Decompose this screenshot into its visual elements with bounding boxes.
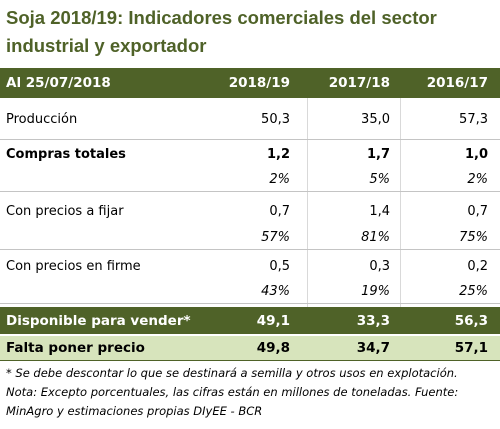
cell-share: 25%: [459, 284, 488, 299]
cell-share: 43%: [261, 284, 290, 299]
share-row: 43% 19% 25%: [0, 280, 500, 304]
cell-value: 1,0: [464, 146, 488, 162]
share-row: 57% 81% 75%: [0, 226, 500, 250]
row-label: Producción: [6, 112, 78, 127]
cell-value: 57,3: [459, 112, 488, 127]
row-label: Compras totales: [6, 146, 126, 162]
table-row: Con precios a fijar 0,7 1,4 0,7: [0, 196, 500, 226]
cell-value: 0,5: [269, 258, 290, 274]
cell-value: 57,1: [454, 340, 488, 356]
row-label: Falta poner precio: [6, 340, 145, 356]
cell-value: 49,8: [256, 340, 290, 356]
cell-value: 0,2: [467, 258, 488, 274]
cell-value: 1,4: [369, 203, 390, 219]
cell-value: 50,3: [261, 112, 290, 127]
header-row: Al 25/07/2018 2018/19 2017/18 2016/17: [0, 68, 500, 98]
cell-value: 56,3: [454, 312, 488, 329]
notes: * Se debe descontar lo que se destinará …: [6, 364, 496, 421]
cell-value: 0,3: [369, 258, 390, 274]
cell-value: 35,0: [361, 112, 390, 127]
table-row: Disponible para vender* 49,1 33,3 56,3: [0, 307, 500, 334]
header-cell: 2017/18: [328, 75, 390, 91]
row-label: Con precios en firme: [6, 258, 141, 274]
cell-share: 5%: [369, 172, 390, 187]
cell-value: 0,7: [269, 203, 290, 219]
note: Nota: Excepto porcentuales, las cifras e…: [6, 385, 459, 418]
table-row: Producción 50,3 35,0 57,3: [0, 100, 500, 140]
table-row: Falta poner precio 49,8 34,7 57,1: [0, 336, 500, 361]
cell-share: 2%: [269, 172, 290, 187]
column-separator: [400, 68, 401, 308]
cell-share: 2%: [467, 172, 488, 187]
cell-share: 75%: [459, 230, 488, 245]
row-label: Disponible para vender*: [6, 312, 191, 329]
share-row: 2% 5% 2%: [0, 168, 500, 192]
cell-share: 57%: [261, 230, 290, 245]
title: Soja 2018/19: Indicadores comerciales de…: [6, 7, 437, 56]
row-label: Con precios a fijar: [6, 203, 124, 219]
cell-share: 19%: [361, 284, 390, 299]
cell-value: 0,7: [467, 203, 488, 219]
header-cell: 2016/17: [426, 75, 488, 91]
cell-share: 81%: [361, 230, 390, 245]
cell-value: 1,2: [266, 146, 290, 162]
note: * Se debe descontar lo que se destinará …: [6, 366, 458, 380]
cell-value: 49,1: [256, 312, 290, 329]
cell-value: 34,7: [356, 340, 390, 356]
table-row: Con precios en firme 0,5 0,3 0,2: [0, 252, 500, 280]
table-row: Compras totales 1,2 1,7 1,0: [0, 140, 500, 168]
header-cell: 2018/19: [228, 75, 290, 91]
cell-value: 33,3: [356, 312, 390, 329]
column-separator: [307, 68, 308, 308]
header-cell: Al 25/07/2018: [6, 75, 111, 91]
cell-value: 1,7: [366, 146, 390, 162]
